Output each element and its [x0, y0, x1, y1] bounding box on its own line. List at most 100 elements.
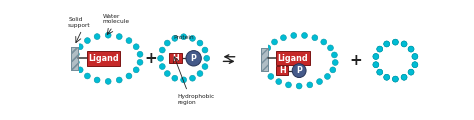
Bar	[71, 47, 78, 70]
Circle shape	[285, 82, 292, 88]
Circle shape	[401, 41, 407, 47]
Circle shape	[401, 41, 407, 47]
Circle shape	[190, 75, 195, 81]
Circle shape	[317, 79, 322, 84]
Circle shape	[116, 77, 122, 83]
Circle shape	[296, 83, 302, 89]
Bar	[71, 47, 78, 70]
Text: Ligand: Ligand	[278, 54, 308, 63]
Circle shape	[197, 40, 203, 46]
Text: Solid
support: Solid support	[68, 18, 91, 28]
Circle shape	[202, 64, 208, 69]
Circle shape	[159, 47, 165, 53]
Circle shape	[328, 45, 333, 51]
Circle shape	[268, 74, 274, 79]
Circle shape	[126, 73, 132, 79]
Circle shape	[172, 75, 178, 81]
Circle shape	[373, 54, 379, 59]
Circle shape	[301, 33, 308, 38]
Circle shape	[116, 34, 122, 39]
Circle shape	[263, 67, 268, 73]
Circle shape	[384, 41, 390, 47]
Circle shape	[204, 55, 210, 61]
Circle shape	[94, 34, 100, 39]
Circle shape	[77, 44, 83, 50]
Circle shape	[408, 46, 414, 52]
Circle shape	[412, 62, 418, 68]
Circle shape	[272, 39, 277, 45]
Circle shape	[312, 35, 318, 41]
Circle shape	[172, 35, 178, 41]
Circle shape	[384, 41, 390, 47]
Text: +: +	[349, 53, 362, 68]
Circle shape	[380, 45, 411, 76]
Circle shape	[377, 46, 383, 52]
Text: H: H	[172, 54, 179, 63]
Circle shape	[137, 51, 143, 57]
Circle shape	[84, 73, 91, 79]
Circle shape	[325, 74, 330, 79]
Bar	[68, 44, 79, 73]
Circle shape	[373, 62, 379, 68]
Circle shape	[276, 79, 282, 84]
Circle shape	[408, 69, 414, 75]
Circle shape	[133, 67, 139, 73]
Circle shape	[373, 54, 379, 59]
Bar	[276, 66, 288, 75]
Circle shape	[408, 46, 414, 52]
Circle shape	[412, 54, 418, 59]
Circle shape	[412, 54, 418, 59]
Bar	[276, 51, 310, 65]
Circle shape	[292, 64, 306, 78]
Circle shape	[158, 55, 164, 61]
Circle shape	[164, 40, 170, 46]
Circle shape	[84, 38, 91, 44]
Circle shape	[321, 39, 327, 45]
Bar	[261, 48, 267, 71]
Text: P: P	[296, 66, 302, 75]
Text: +: +	[144, 51, 157, 66]
Circle shape	[186, 51, 201, 66]
Circle shape	[73, 59, 79, 65]
Text: Ligand: Ligand	[88, 54, 119, 63]
Circle shape	[197, 71, 203, 76]
Circle shape	[408, 69, 414, 75]
Circle shape	[105, 32, 111, 38]
Circle shape	[260, 60, 266, 65]
Circle shape	[133, 44, 139, 50]
Circle shape	[392, 39, 398, 45]
Circle shape	[331, 52, 337, 58]
Bar	[71, 47, 78, 70]
Circle shape	[137, 59, 143, 65]
Circle shape	[291, 33, 297, 38]
Bar	[169, 53, 182, 63]
Text: Hydrophobic
region: Hydrophobic region	[177, 94, 215, 105]
Bar	[87, 51, 120, 66]
Circle shape	[401, 74, 407, 80]
Circle shape	[330, 67, 336, 73]
Circle shape	[181, 34, 187, 40]
Bar	[261, 48, 267, 71]
Circle shape	[190, 35, 195, 41]
Text: H: H	[279, 66, 285, 75]
Circle shape	[181, 77, 187, 83]
Circle shape	[384, 74, 390, 80]
Circle shape	[77, 67, 83, 73]
Circle shape	[392, 76, 398, 82]
Circle shape	[377, 69, 383, 75]
Circle shape	[384, 74, 390, 80]
Bar	[257, 44, 268, 74]
Circle shape	[307, 82, 313, 88]
Circle shape	[126, 38, 132, 44]
Text: Water
molecule: Water molecule	[103, 14, 130, 24]
Circle shape	[392, 76, 398, 82]
Circle shape	[73, 51, 79, 57]
Text: P: P	[191, 54, 197, 63]
Circle shape	[332, 60, 338, 65]
Circle shape	[105, 78, 111, 84]
Circle shape	[94, 77, 100, 83]
Circle shape	[265, 45, 271, 51]
Circle shape	[377, 46, 383, 52]
Circle shape	[202, 47, 208, 53]
Circle shape	[373, 62, 379, 68]
